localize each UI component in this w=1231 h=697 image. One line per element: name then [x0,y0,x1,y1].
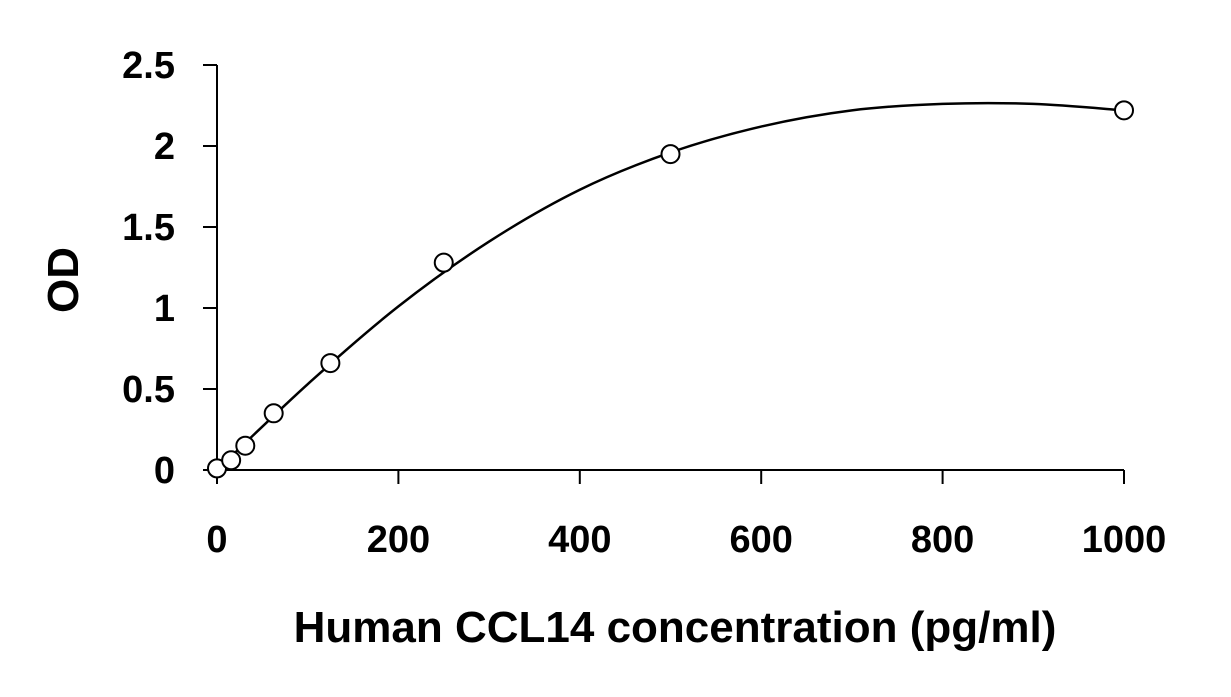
data-point [263,403,284,424]
data-point [1114,100,1134,121]
axes [203,64,1125,484]
data-point [660,144,681,165]
data-point [320,353,341,374]
y-tick-label: 0.5 [122,369,175,411]
data-points-layer [207,100,1134,479]
y-tick-label: 2 [154,126,175,168]
x-tick-label: 800 [911,519,974,561]
fit-curve-line [216,101,1125,471]
y-tick-label: 1 [154,288,175,330]
fit-curve-layer [216,101,1125,471]
data-point [235,435,256,456]
y-tick-label: 2.5 [122,45,175,87]
data-point [221,450,242,471]
y-tick-label: 0 [154,450,175,492]
x-tick-label: 0 [206,519,227,561]
x-tick-label: 600 [729,519,792,561]
x-axis-label: Human CCL14 concentration (pg/ml) [294,603,1057,652]
data-point [433,252,454,273]
tick-labels: 0 0.5 1 1.5 2 2.5 0 200 400 600 800 1000 [122,45,1166,561]
y-axis-label: OD [39,247,88,313]
x-tick-label: 400 [548,519,611,561]
x-tick-label: 200 [367,519,430,561]
y-tick-label: 1.5 [122,207,175,249]
x-tick-label: 1000 [1082,519,1167,561]
